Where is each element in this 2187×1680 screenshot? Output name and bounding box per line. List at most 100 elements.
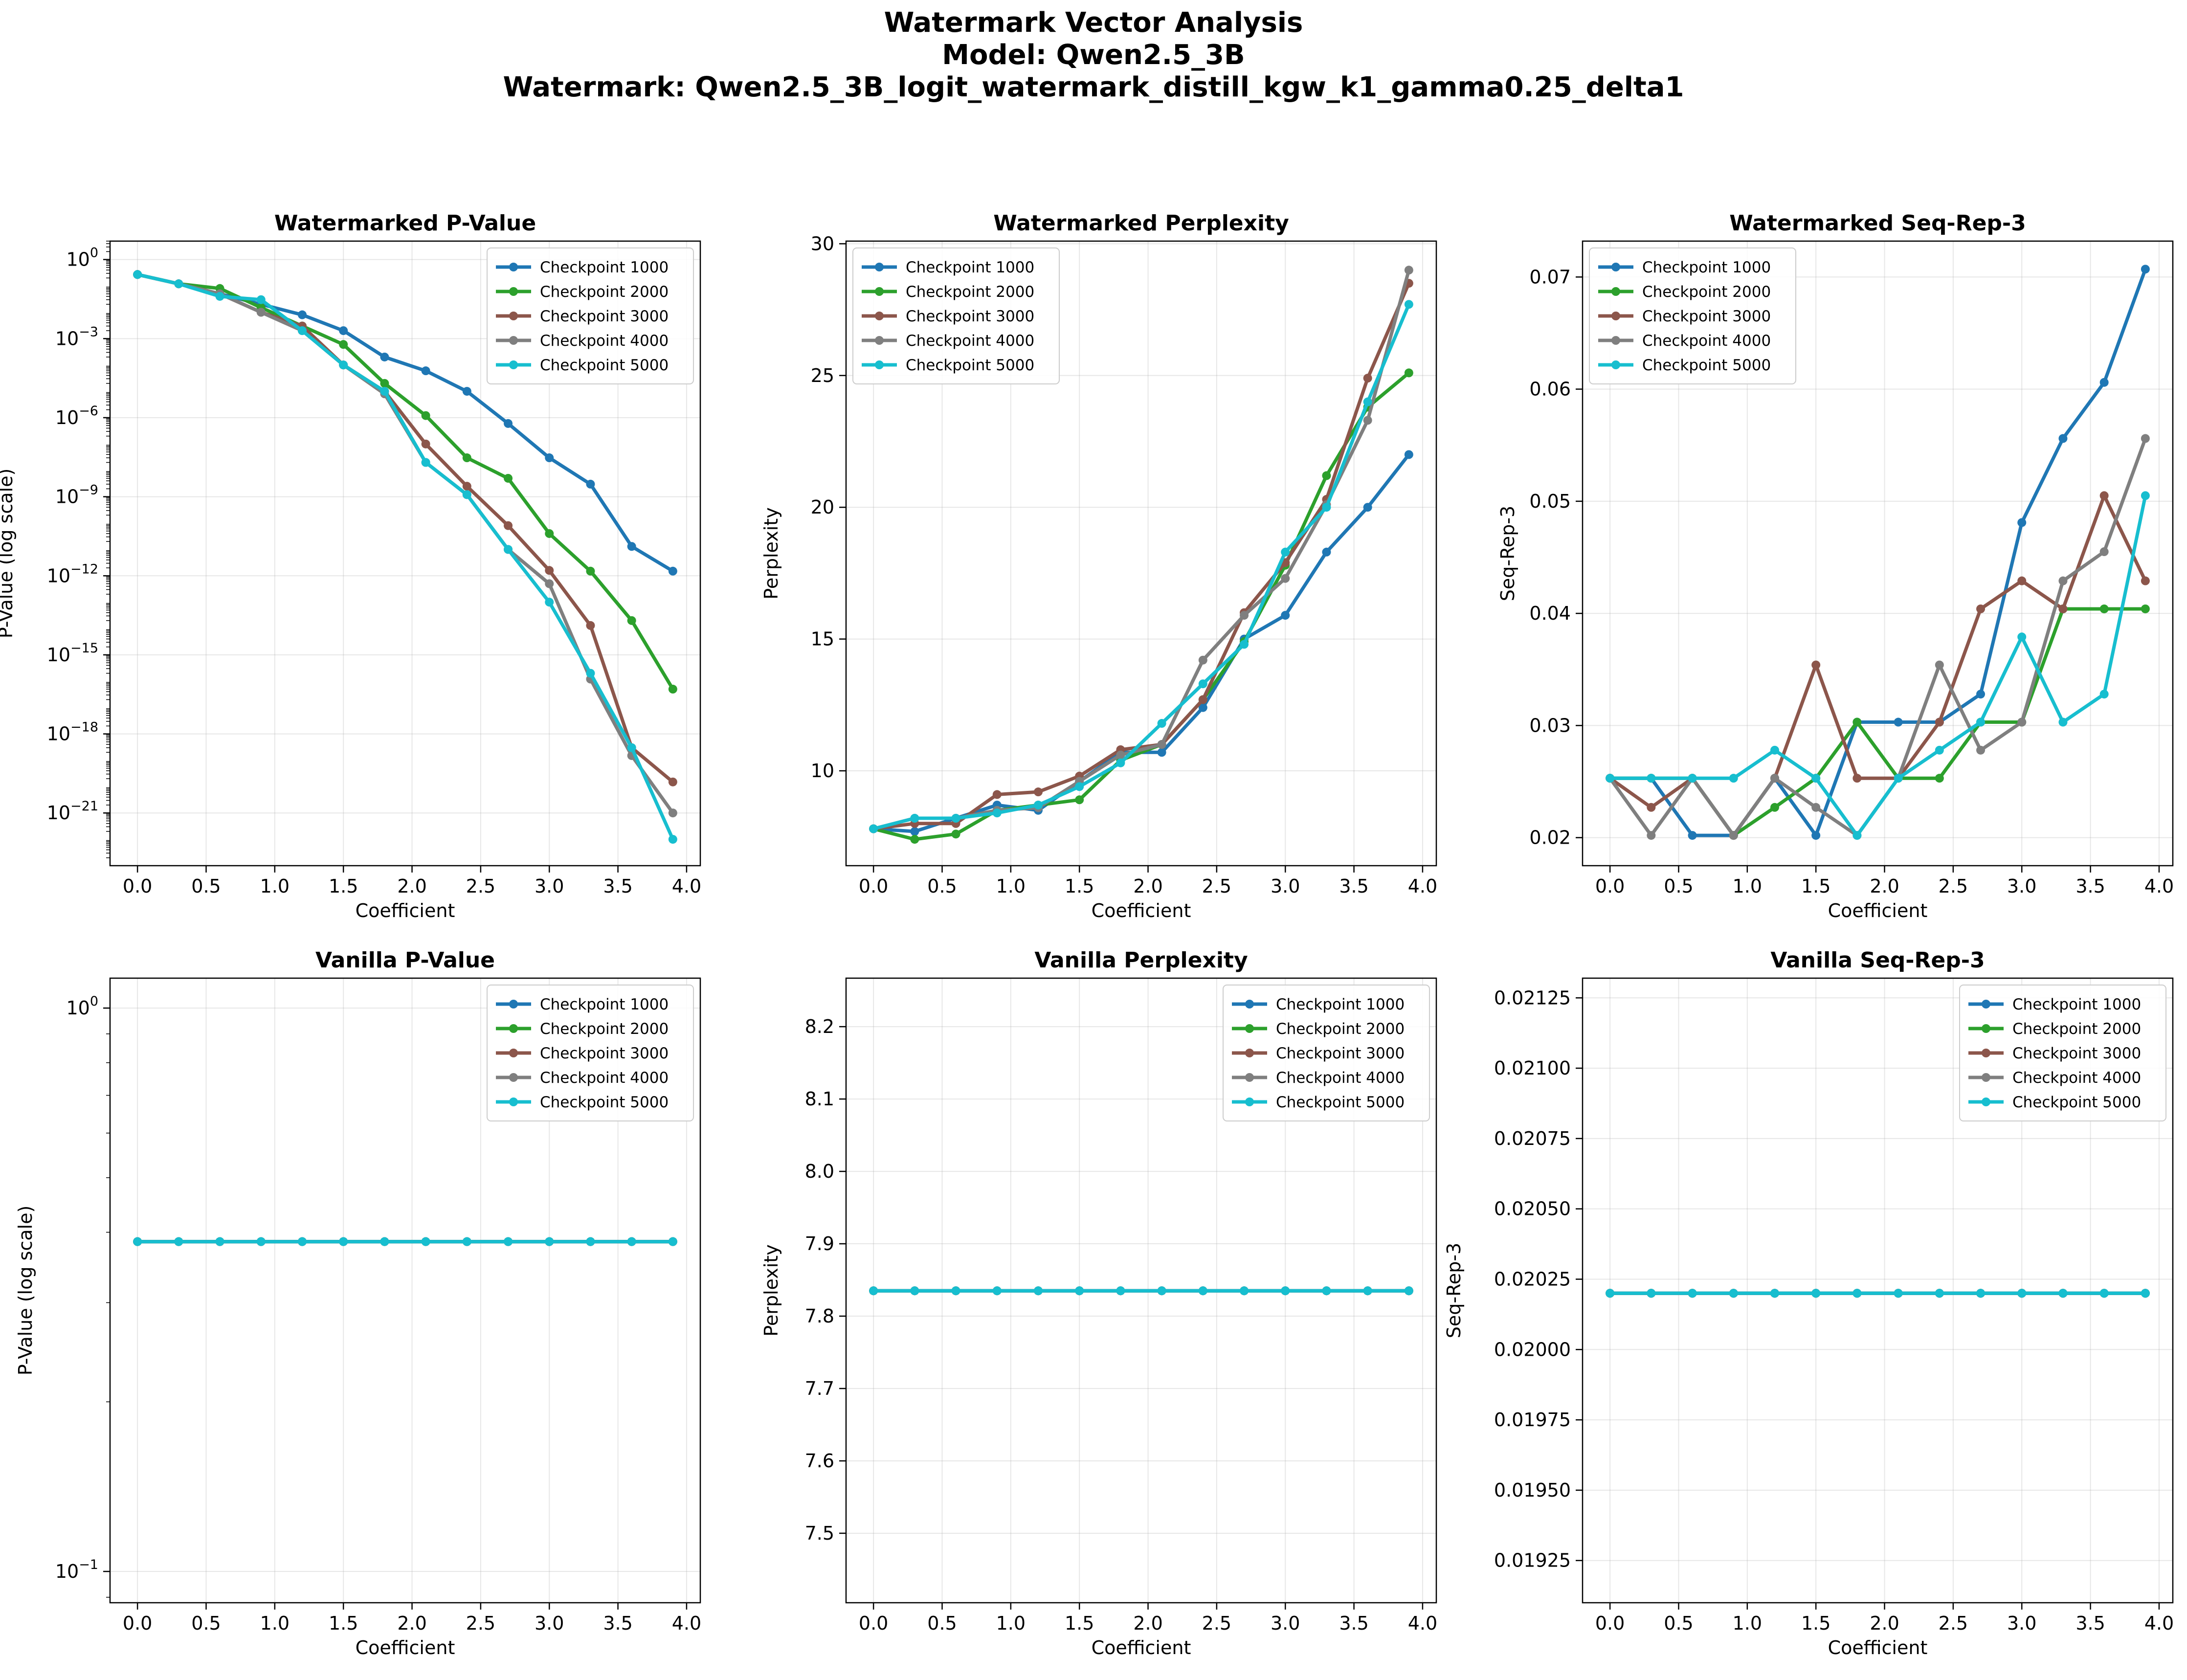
van-perplexity-y-axis-label: Perplexity (760, 1244, 782, 1336)
wm-pvalue-y-tick-label: 10−9 (55, 483, 98, 508)
legend-marker (509, 1073, 518, 1082)
wm-seqrep-data-point (1894, 774, 1903, 783)
wm-pvalue-y-tick-label: 100 (66, 246, 98, 270)
van-seqrep-legend-box (1959, 985, 2166, 1121)
wm-pvalue-data-point (421, 458, 430, 467)
legend-label: Checkpoint 5000 (1276, 1094, 1405, 1111)
van-seqrep-x-tick-label: 2.5 (1939, 1613, 1968, 1634)
legend-marker (509, 1049, 518, 1057)
wm-seqrep-series-line (1610, 495, 2147, 837)
wm-perplexity-x-tick-label: 1.0 (996, 875, 1026, 897)
van-seqrep-chart: 0.0 0.5 1.0 1.5 2.0 2.5 3.0 3.5 4.0 0.01925 0.0195… (1443, 948, 2174, 1658)
legend-entry-checkpoint-1000: Checkpoint 1000 (1598, 259, 1771, 276)
wm-pvalue-y-axis-label: P-Value (log scale) (0, 469, 17, 639)
wm-perplexity-data-point (1322, 471, 1331, 480)
legend-label: Checkpoint 3000 (540, 308, 669, 325)
van-seqrep-data-point (1688, 1289, 1697, 1298)
wm-seqrep-data-point (2058, 604, 2068, 613)
legend-label: Checkpoint 2000 (1276, 1020, 1405, 1038)
legend-marker (1611, 360, 1620, 369)
wm-pvalue-y-tick-label: 10−3 (55, 324, 98, 349)
wm-seqrep-data-point (2099, 491, 2109, 500)
figure-title-line-1: Watermark Vector Analysis (884, 7, 1303, 39)
legend-marker (1611, 263, 1620, 271)
wm-pvalue-data-point (668, 835, 677, 844)
wm-pvalue-y-tick-label: 10−15 (47, 641, 98, 666)
wm-seqrep-data-point (1935, 745, 1944, 755)
van-seqrep-x-axis-label: Coefficient (1828, 1637, 1928, 1658)
van-pvalue-data-point (297, 1237, 307, 1246)
legend-entry-checkpoint-3000: Checkpoint 3000 (1968, 1045, 2141, 1062)
van-seqrep-data-point (1729, 1289, 1738, 1298)
wm-seqrep-data-point (1647, 831, 1656, 840)
van-perplexity-data-point (1363, 1286, 1372, 1296)
wm-pvalue-y-tick-label: 10−18 (47, 720, 98, 745)
wm-pvalue-data-point (545, 529, 554, 538)
van-pvalue-legend: Checkpoint 1000 Checkpoint 2000 Checkpoint… (487, 985, 694, 1121)
wm-seqrep-data-point (1935, 774, 1944, 783)
legend-entry-checkpoint-5000: Checkpoint 5000 (496, 1094, 669, 1111)
wm-pvalue-data-point (586, 621, 595, 630)
legend-label: Checkpoint 5000 (540, 357, 669, 374)
wm-pvalue-chart: 0.0 0.5 1.0 1.5 2.0 2.5 3.0 3.5 4.0 100 10−3 10−6 10… (0, 211, 701, 921)
van-pvalue-title: Vanilla P-Value (315, 948, 495, 973)
van-seqrep-x-tick-label: 3.0 (2007, 1613, 2036, 1634)
wm-perplexity-data-point (1033, 787, 1043, 797)
legend-label: Checkpoint 1000 (1642, 259, 1771, 276)
wm-perplexity-data-point (1404, 368, 1413, 378)
van-pvalue-data-point (380, 1237, 389, 1246)
legend-marker (875, 336, 884, 345)
wm-perplexity-y-tick-label: 25 (811, 365, 834, 386)
van-seqrep-axes-frame (1582, 977, 2174, 1604)
wm-seqrep-data-point (2099, 378, 2109, 387)
wm-seqrep-data-point (1770, 803, 1779, 812)
wm-seqrep-data-point (2141, 434, 2150, 443)
wm-seqrep-legend: Checkpoint 1000 Checkpoint 2000 Checkpoint… (1589, 247, 1796, 384)
van-seqrep-data-point (2099, 1289, 2109, 1298)
van-seqrep-data-point (1606, 1289, 1615, 1298)
legend-marker (509, 1000, 518, 1008)
van-pvalue-x-tick-label: 1.5 (329, 1613, 358, 1634)
legend-marker (509, 336, 518, 345)
wm-pvalue-axes-frame (109, 240, 701, 867)
wm-seqrep-data-point (1976, 690, 1986, 699)
wm-perplexity-x-axis-label: Coefficient (1092, 900, 1191, 921)
wm-pvalue-data-point (545, 566, 554, 575)
van-seqrep-legend: Checkpoint 1000 Checkpoint 2000 Checkpoint… (1959, 985, 2166, 1121)
legend-entry-checkpoint-2000: Checkpoint 2000 (1968, 1020, 2141, 1038)
wm-seqrep-data-point (2099, 690, 2109, 699)
van-seqrep-y-axis-label: Seq-Rep-3 (1443, 1243, 1465, 1338)
wm-pvalue-data-point (586, 479, 595, 489)
van-seqrep-data-point (1811, 1289, 1821, 1298)
van-seqrep-data-point (2058, 1289, 2068, 1298)
wm-pvalue-data-point (462, 482, 471, 491)
legend-entry-checkpoint-4000: Checkpoint 4000 (496, 1069, 669, 1087)
legend-marker (509, 360, 518, 369)
van-perplexity-data-point (1075, 1286, 1084, 1296)
wm-pvalue-data-point (545, 579, 554, 588)
legend-label: Checkpoint 4000 (540, 1069, 669, 1087)
van-seqrep-x-tick-label: 0.0 (1595, 1613, 1625, 1634)
wm-pvalue-data-point (504, 545, 513, 554)
wm-perplexity-data-point (1198, 695, 1207, 704)
wm-perplexity-x-tick-label: 2.5 (1202, 875, 1231, 897)
wm-pvalue-data-point (174, 279, 183, 289)
van-seqrep-y-tick-label: 0.01950 (1494, 1479, 1571, 1501)
van-pvalue-axes-frame (109, 977, 701, 1604)
van-pvalue-x-tick-label: 0.0 (123, 1613, 152, 1634)
van-pvalue-y-axis-label: P-Value (log scale) (15, 1206, 36, 1376)
legend-marker (1611, 287, 1620, 296)
van-perplexity-x-tick-label: 1.5 (1065, 1613, 1094, 1634)
wm-pvalue-data-point (627, 542, 636, 551)
wm-pvalue-data-point (504, 419, 513, 428)
wm-pvalue-data-point (504, 473, 513, 483)
wm-perplexity-data-point (1363, 374, 1372, 383)
wm-perplexity-title: Watermarked Perplexity (993, 211, 1289, 236)
van-seqrep-data-point (1852, 1289, 1862, 1298)
wm-seqrep-y-tick-label: 0.06 (1529, 379, 1571, 400)
wm-perplexity-data-point (1322, 503, 1331, 512)
van-perplexity-data-point (951, 1286, 960, 1296)
wm-seqrep-x-tick-label: 0.5 (1664, 875, 1693, 897)
van-perplexity-legend: Checkpoint 1000 Checkpoint 2000 Checkpoint… (1223, 985, 1430, 1121)
